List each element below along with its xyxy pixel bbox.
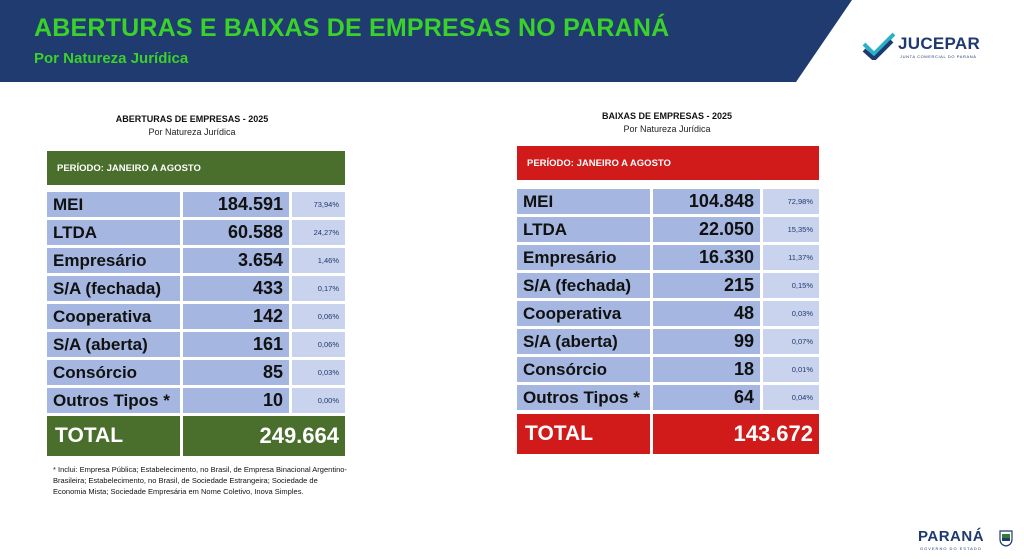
- baixas-row-label: S/A (fechada): [517, 273, 650, 298]
- baixas-row-percent: 0,07%: [763, 329, 819, 354]
- baixas-row-label: Empresário: [517, 245, 650, 270]
- baixas-row-value: 48: [653, 301, 760, 326]
- baixas-row-value: 64: [653, 385, 760, 410]
- aberturas-row-value: 142: [183, 304, 289, 329]
- footnote: * Inclui: Empresa Pública; Estabelecimen…: [53, 465, 347, 496]
- baixas-row-percent: 0,03%: [763, 301, 819, 326]
- aberturas-row-label: S/A (fechada): [47, 276, 180, 301]
- baixas-row-label: LTDA: [517, 217, 650, 242]
- aberturas-row-label: Cooperativa: [47, 304, 180, 329]
- aberturas-row: Empresário 3.654 1,46%: [47, 248, 345, 273]
- aberturas-row-value: 10: [183, 388, 289, 413]
- state-crest-icon: [999, 530, 1013, 547]
- baixas-total-row: TOTAL 143.672: [517, 414, 819, 454]
- aberturas-row-label: LTDA: [47, 220, 180, 245]
- parana-logo: PARANÁ GOVERNO DO ESTADO: [918, 528, 1018, 556]
- baixas-row: S/A (fechada) 215 0,15%: [517, 273, 819, 298]
- baixas-row-label: Outros Tipos *: [517, 385, 650, 410]
- aberturas-row-value: 161: [183, 332, 289, 357]
- aberturas-row-percent: 0,00%: [292, 388, 345, 413]
- aberturas-row: LTDA 60.588 24,27%: [47, 220, 345, 245]
- logo-text: JUCEPAR: [898, 34, 981, 53]
- baixas-total-value: 143.672: [653, 414, 819, 454]
- aberturas-row-percent: 0,06%: [292, 304, 345, 329]
- aberturas-row-label: Empresário: [47, 248, 180, 273]
- baixas-total-label: TOTAL: [517, 414, 650, 454]
- banner-shape: [0, 0, 852, 82]
- aberturas-total-row: TOTAL 249.664: [47, 416, 345, 456]
- aberturas-subtitle: Por Natureza Jurídica: [148, 127, 236, 137]
- baixas-row-value: 22.050: [653, 217, 760, 242]
- aberturas-row-value: 60.588: [183, 220, 289, 245]
- baixas-period-bar: PERÍODO: JANEIRO A AGOSTO: [517, 146, 819, 180]
- aberturas-row-value: 85: [183, 360, 289, 385]
- baixas-row-percent: 0,15%: [763, 273, 819, 298]
- aberturas-row-percent: 0,03%: [292, 360, 345, 385]
- baixas-row: Empresário 16.330 11,37%: [517, 245, 819, 270]
- aberturas-row: MEI 184.591 73,94%: [47, 192, 345, 217]
- aberturas-total-label: TOTAL: [47, 416, 180, 456]
- aberturas-row-value: 184.591: [183, 192, 289, 217]
- aberturas-row: S/A (fechada) 433 0,17%: [47, 276, 345, 301]
- check-chevron-icon: [862, 32, 896, 60]
- aberturas-row-percent: 24,27%: [292, 220, 345, 245]
- page-title: ABERTURAS E BAIXAS DE EMPRESAS NO PARANÁ: [34, 14, 670, 42]
- aberturas-row-label: S/A (aberta): [47, 332, 180, 357]
- aberturas-row-label: Consórcio: [47, 360, 180, 385]
- aberturas-row: Consórcio 85 0,03%: [47, 360, 345, 385]
- aberturas-row-percent: 0,06%: [292, 332, 345, 357]
- aberturas-row-value: 3.654: [183, 248, 289, 273]
- baixas-row-percent: 0,01%: [763, 357, 819, 382]
- baixas-row-percent: 11,37%: [763, 245, 819, 270]
- jucepar-logo: JUCEPAR JUNTA COMERCIAL DO PARANÁ: [862, 32, 992, 66]
- baixas-row-label: Consórcio: [517, 357, 650, 382]
- header-banner: ABERTURAS E BAIXAS DE EMPRESAS NO PARANÁ…: [0, 0, 1024, 82]
- baixas-row: MEI 104.848 72,98%: [517, 189, 819, 214]
- aberturas-heading: ABERTURAS DE EMPRESAS - 2025 Por Naturez…: [92, 114, 292, 137]
- baixas-row: S/A (aberta) 99 0,07%: [517, 329, 819, 354]
- baixas-row-value: 18: [653, 357, 760, 382]
- aberturas-row: Outros Tipos * 10 0,00%: [47, 388, 345, 413]
- baixas-row-value: 215: [653, 273, 760, 298]
- logo-subtext: JUNTA COMERCIAL DO PARANÁ: [900, 54, 977, 59]
- parana-brand: PARANÁ: [918, 528, 985, 545]
- aberturas-row-percent: 73,94%: [292, 192, 345, 217]
- parana-brand-sub: GOVERNO DO ESTADO: [920, 546, 982, 551]
- aberturas-row-value: 433: [183, 276, 289, 301]
- aberturas-row: S/A (aberta) 161 0,06%: [47, 332, 345, 357]
- baixas-row-percent: 15,35%: [763, 217, 819, 242]
- page-subtitle: Por Natureza Jurídica: [34, 50, 189, 67]
- aberturas-row-label: MEI: [47, 192, 180, 217]
- baixas-row: LTDA 22.050 15,35%: [517, 217, 819, 242]
- baixas-row-value: 16.330: [653, 245, 760, 270]
- aberturas-total-value: 249.664: [183, 416, 345, 456]
- aberturas-row-percent: 1,46%: [292, 248, 345, 273]
- baixas-title: BAIXAS DE EMPRESAS - 2025: [601, 111, 733, 121]
- aberturas-row-label: Outros Tipos *: [47, 388, 180, 413]
- baixas-row-label: MEI: [517, 189, 650, 214]
- baixas-heading: BAIXAS DE EMPRESAS - 2025 Por Natureza J…: [567, 111, 767, 134]
- baixas-row-percent: 72,98%: [763, 189, 819, 214]
- aberturas-period-bar: PERÍODO: JANEIRO A AGOSTO: [47, 151, 345, 185]
- aberturas-row-percent: 0,17%: [292, 276, 345, 301]
- aberturas-row: Cooperativa 142 0,06%: [47, 304, 345, 329]
- baixas-row-label: Cooperativa: [517, 301, 650, 326]
- baixas-row-label: S/A (aberta): [517, 329, 650, 354]
- baixas-row-percent: 0,04%: [763, 385, 819, 410]
- baixas-subtitle: Por Natureza Jurídica: [623, 124, 711, 134]
- aberturas-title: ABERTURAS DE EMPRESAS - 2025: [115, 114, 269, 124]
- baixas-row: Cooperativa 48 0,03%: [517, 301, 819, 326]
- baixas-row-value: 99: [653, 329, 760, 354]
- baixas-row: Consórcio 18 0,01%: [517, 357, 819, 382]
- baixas-row: Outros Tipos * 64 0,04%: [517, 385, 819, 410]
- baixas-row-value: 104.848: [653, 189, 760, 214]
